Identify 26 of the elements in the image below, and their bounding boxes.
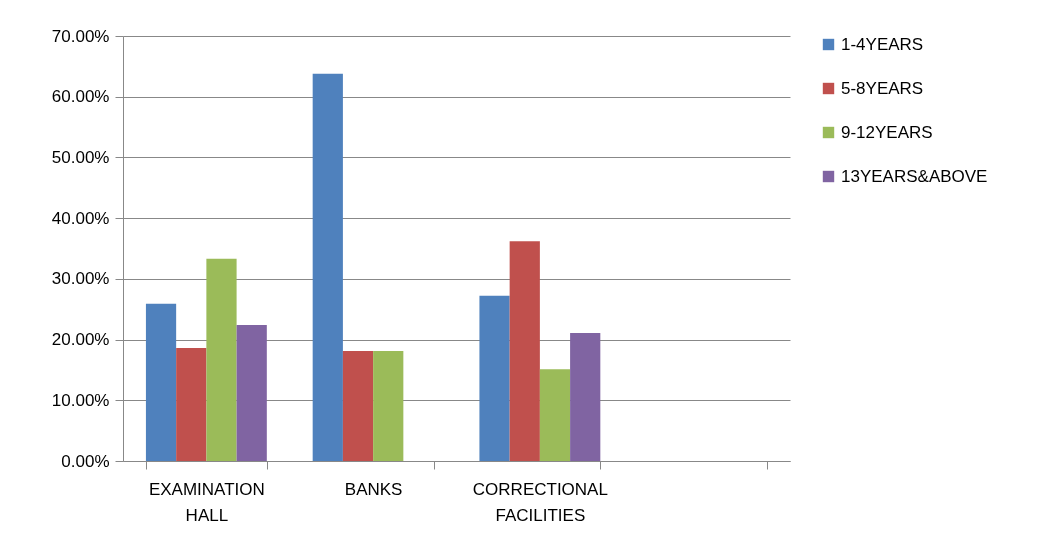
bar — [373, 351, 404, 461]
bar — [236, 325, 267, 461]
x-tick-label: EXAMINATION HALL — [148, 479, 265, 525]
bar — [509, 241, 540, 461]
legend-label: 13YEARS&ABOVE — [841, 166, 988, 186]
y-tick-label: 50.00% — [51, 147, 110, 167]
bar — [206, 258, 237, 461]
bar — [342, 351, 374, 461]
y-tick-label: 40.00% — [51, 208, 110, 228]
legend-label: 1-4YEARS — [841, 34, 924, 54]
x-tick-label: CORRECTIONAL FACILITIES — [472, 479, 608, 525]
bar — [570, 332, 601, 461]
bar — [479, 295, 510, 461]
legend-label: 5-8YEARS — [841, 78, 924, 98]
y-tick-label: 20.00% — [51, 330, 110, 350]
y-tick-label: 30.00% — [51, 269, 110, 289]
y-tick-label: 10.00% — [51, 390, 110, 410]
legend-label: 9-12YEARS — [841, 122, 933, 142]
bar — [312, 73, 343, 461]
y-tick-label: 60.00% — [51, 87, 110, 107]
bar — [539, 369, 571, 461]
y-tick-label: 70.00% — [51, 26, 110, 46]
bar — [176, 348, 207, 461]
x-tick-label: BANKS — [344, 479, 403, 499]
y-tick-label: 0.00% — [61, 451, 110, 471]
bar — [145, 303, 177, 461]
